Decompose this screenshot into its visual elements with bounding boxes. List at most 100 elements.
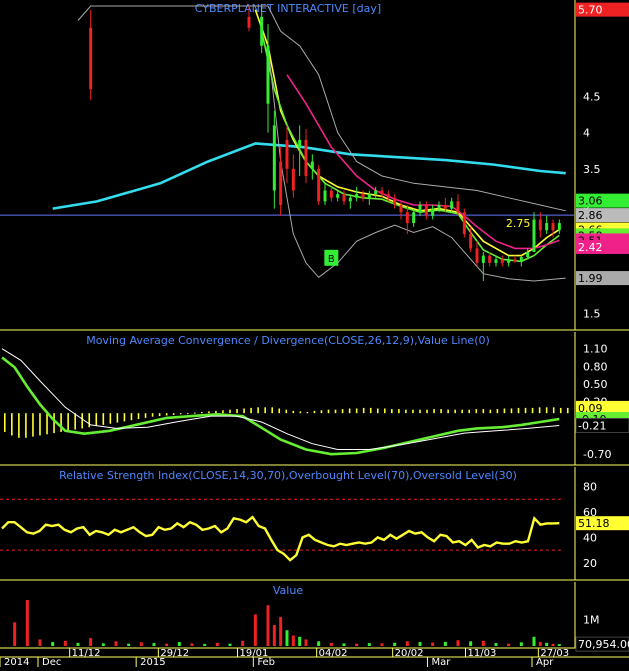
macd-histogram-bar [222,410,224,414]
volume-bar [152,643,156,646]
volume-bar [63,640,67,646]
macd-histogram-bar [4,413,6,432]
macd-histogram-bar [405,409,407,414]
rsi-y-tick-label: 60 [583,506,597,519]
candle-body [298,139,302,148]
volume-y-tick-label: 1M [583,614,600,627]
macd-histogram-bar [306,412,309,414]
macd-histogram-bar [53,413,55,434]
macd-histogram-bar [264,407,266,414]
volume-bar [215,642,219,646]
candle-body [532,219,536,253]
candle-body [361,194,365,198]
candle-body [386,194,390,198]
macd-histogram-bar [46,413,48,435]
x-month-label: Apr [536,657,554,667]
volume-value-tag [575,636,629,652]
price-value-tag [576,271,629,286]
volume-bar [494,643,498,646]
candle-body [551,223,555,231]
volume-bar [481,640,485,646]
macd-histogram-bar [320,410,323,414]
candle-body [507,259,511,263]
rsi-line [1,515,560,562]
macd-histogram-bar [271,407,274,414]
macd-histogram-bar [194,412,196,414]
volume-bar [177,642,181,646]
price-value-tag [576,208,629,223]
macd-histogram-bar [384,408,386,414]
candle-body [538,219,542,231]
macd-histogram-bar [186,413,189,415]
volume-bar [291,635,295,646]
macd-value-tag-label: -0.21 [578,419,606,432]
price-y-tick-label: 3.5 [583,163,601,176]
volume-bar [507,643,511,646]
volume-bar [355,643,359,646]
volume-bar [127,643,131,646]
volume-bar [469,641,473,646]
macd-histogram-bar [299,411,302,414]
macd-histogram-bar [412,409,414,414]
macd-histogram-bar [74,413,76,430]
volume-bar [380,643,384,646]
price-y-tick-label: 4 [583,127,590,140]
macd-histogram-bar [25,413,27,438]
rsi-value-tag-label: 51.18 [578,517,610,530]
macd-histogram-bar [201,412,203,414]
macd-histogram-bar [18,413,20,438]
macd-histogram-bar [208,411,210,414]
volume-bar [456,640,460,646]
macd-histogram-bar [278,408,281,414]
candle-body [513,259,517,262]
macd-histogram-bar [489,409,492,414]
macd-y-tick-label: 0.50 [583,378,608,391]
candle-body [488,255,492,263]
volume-bar [51,642,55,646]
x-date-label: 04/02 [319,648,348,659]
macd-histogram-bar [165,413,168,416]
macd-histogram-bar [257,407,259,414]
macd-histogram-bar [292,410,295,414]
macd-histogram-bar [250,407,252,414]
price-value-tag-label: 3.06 [578,195,603,208]
macd-value-tag [575,417,629,433]
x-month-label: 2015 [140,657,165,667]
volume-bar [532,636,536,646]
candle-body [380,190,384,195]
macd-signal-line [1,348,560,450]
candle-body [247,16,251,28]
volume-bar [519,642,523,646]
macd-histogram-bar [60,413,62,432]
candle-body [405,212,409,224]
macd-histogram-bar [334,409,337,414]
macd-histogram-bar [109,413,112,424]
volume-bar [76,642,80,646]
macd-histogram-bar [538,407,541,414]
macd-histogram-bar [229,409,231,414]
volume-bar [557,644,561,646]
macd-histogram-bar [123,413,126,422]
macd-histogram-bar [475,409,478,414]
candle-body [450,201,454,209]
macd-histogram-bar [341,409,344,414]
candle-body [456,201,460,213]
price-value-tag [576,193,629,208]
rsi-y-tick-label: 80 [583,481,597,494]
candle-body [462,212,466,234]
macd-histogram-bar [566,407,569,414]
macd-histogram-bar [88,413,91,428]
candle-body [279,161,283,205]
macd-histogram-bar [503,408,506,414]
volume-bar [431,642,435,646]
volume-bar [342,643,346,646]
macd-histogram-bar [327,409,330,414]
macd-histogram-bar [510,408,513,414]
moving-average-line-cyan [52,142,566,210]
macd-histogram-bar [179,413,182,415]
macd-histogram-bar [440,409,442,414]
candle-body [424,204,428,216]
x-date-label: 29/12 [160,648,189,659]
macd-histogram-bar [172,413,175,415]
